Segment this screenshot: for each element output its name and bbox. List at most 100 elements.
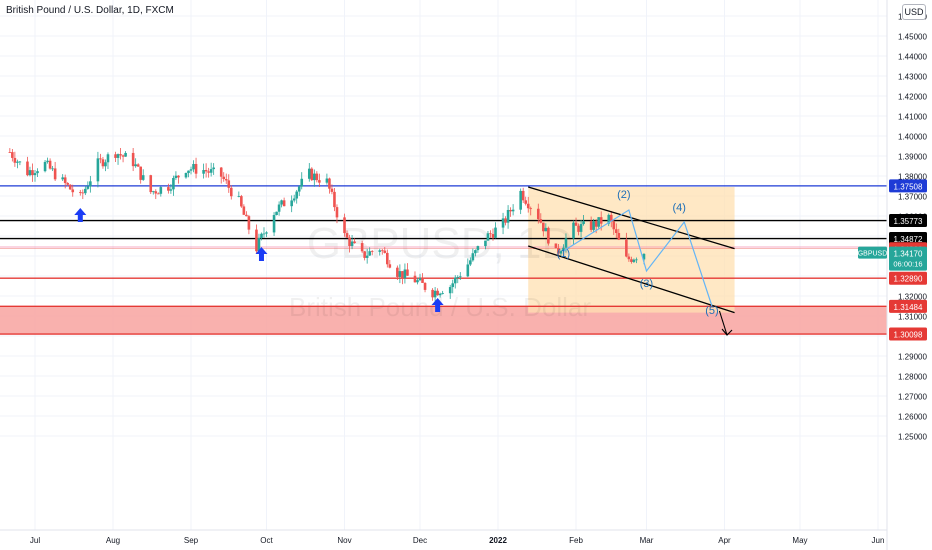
y-tick-label: 1.32000 — [898, 293, 927, 302]
price-badge: 1.30098 — [889, 327, 927, 341]
candle — [177, 175, 180, 184]
currency-button[interactable]: USD — [902, 4, 926, 20]
candle — [592, 218, 595, 233]
candle-body — [542, 222, 545, 232]
candle-body — [184, 173, 188, 178]
candle — [360, 240, 364, 254]
candle-body — [242, 206, 246, 215]
candle-body — [398, 271, 402, 277]
candle — [348, 234, 351, 253]
candle — [489, 230, 492, 238]
candle-body — [474, 250, 477, 254]
x-tick-label: Mar — [640, 536, 654, 545]
y-tick-label: 1.41000 — [898, 113, 927, 122]
candle — [630, 256, 633, 264]
candle — [529, 206, 533, 216]
candle — [237, 191, 241, 198]
candle — [572, 220, 575, 245]
candle-body — [124, 152, 127, 157]
candle-body — [192, 163, 195, 170]
candle-body — [310, 168, 314, 181]
candle — [398, 264, 402, 284]
candle-body — [350, 241, 354, 247]
candle-body — [207, 171, 210, 173]
last-price-countdown: 06:00:16 — [893, 260, 922, 269]
candle — [96, 151, 100, 188]
candle-body — [189, 169, 193, 171]
candle — [18, 161, 22, 166]
candle-body — [559, 251, 563, 254]
candle — [406, 263, 409, 276]
wave-label: (2) — [617, 189, 630, 201]
candle-body — [592, 221, 595, 230]
candle-body — [51, 168, 54, 170]
candle — [297, 185, 301, 196]
candle-body — [582, 221, 585, 225]
candle — [189, 166, 193, 175]
candle — [416, 277, 419, 285]
candle — [451, 279, 455, 294]
candle — [318, 173, 321, 187]
candle — [343, 213, 346, 237]
candle — [421, 273, 424, 284]
price-badge: 1.31484 — [889, 299, 927, 313]
candle-body — [458, 276, 462, 278]
candle-body — [280, 200, 283, 205]
candle-body — [343, 217, 346, 234]
candle-body — [438, 293, 442, 296]
candle — [84, 185, 87, 196]
candle-body — [519, 190, 522, 210]
candle-body — [406, 269, 409, 276]
candle — [8, 148, 12, 153]
candle — [466, 258, 470, 278]
candle — [242, 204, 246, 215]
badge-bg — [889, 179, 927, 193]
candle-body — [642, 253, 646, 260]
candle-body — [403, 269, 407, 279]
candle-body — [106, 154, 110, 163]
x-tick-label: May — [792, 536, 807, 545]
candle — [184, 172, 188, 179]
wave-label: (4) — [672, 202, 685, 214]
candle — [325, 173, 329, 185]
candle-body — [240, 196, 243, 207]
candle-body — [609, 214, 613, 222]
candle — [272, 212, 276, 236]
candle — [328, 177, 331, 194]
up-arrow-icon — [255, 247, 268, 261]
candle-body — [8, 152, 12, 153]
candle — [547, 226, 550, 246]
symbol-badge — [858, 246, 887, 259]
candle-body — [209, 169, 213, 173]
candle-body — [466, 264, 470, 277]
candle-body — [131, 152, 135, 167]
candle-body — [333, 191, 336, 208]
candle-body — [436, 290, 439, 296]
y-tick-label: 1.26000 — [898, 413, 927, 422]
candle-body — [36, 171, 39, 174]
last-price-value: 1.34170 — [894, 250, 923, 259]
price-badge: 1.35773 — [889, 214, 927, 228]
candle — [365, 248, 369, 264]
candle-body — [167, 187, 170, 191]
price-badge: 1.34872 — [889, 232, 927, 246]
badge-text: 1.37508 — [894, 182, 923, 191]
candle-body — [46, 160, 49, 162]
candle-body — [134, 164, 137, 167]
candle — [494, 222, 497, 239]
candle — [227, 174, 231, 193]
candle-body — [53, 168, 57, 180]
candle — [151, 190, 155, 195]
candle-body — [509, 209, 512, 212]
candle — [106, 152, 110, 169]
candle — [607, 213, 611, 227]
candle-body — [61, 177, 64, 180]
candle — [635, 257, 638, 264]
candle — [474, 249, 477, 257]
candle-body — [81, 192, 85, 194]
candles — [8, 148, 646, 304]
candle — [330, 184, 334, 195]
y-tick-label: 1.27000 — [898, 393, 927, 402]
candle — [275, 211, 278, 216]
